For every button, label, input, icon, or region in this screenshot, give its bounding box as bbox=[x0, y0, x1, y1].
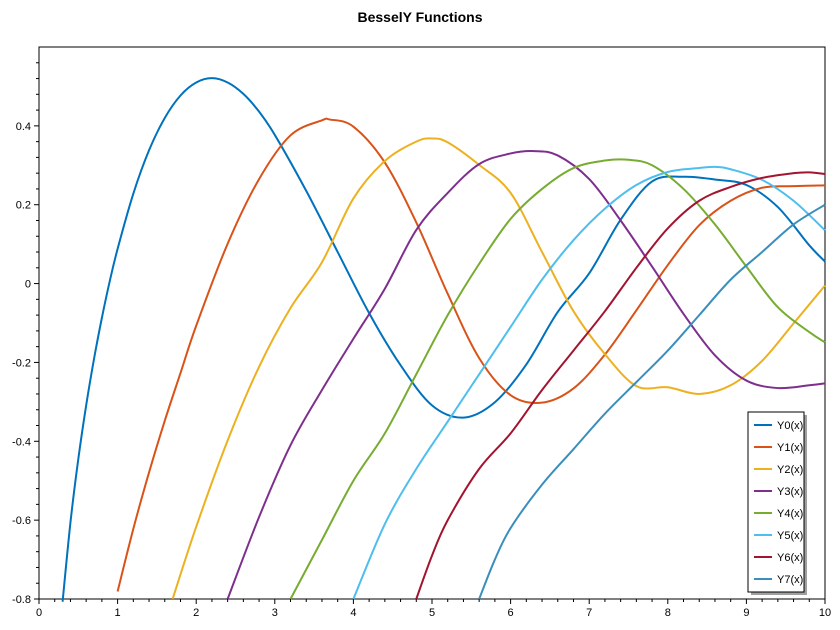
legend-label: Y6(x) bbox=[777, 552, 803, 564]
chart-title: BesselY Functions bbox=[357, 9, 483, 25]
y-tick-label: -0.8 bbox=[12, 594, 31, 606]
y-tick-label: 0.4 bbox=[16, 121, 31, 133]
x-tick-label: 7 bbox=[586, 607, 592, 619]
series-line-0 bbox=[61, 77, 826, 602]
series-line-7 bbox=[478, 203, 826, 600]
x-tick-label: 6 bbox=[508, 607, 514, 619]
x-tick-label: 8 bbox=[665, 607, 671, 619]
y-tick-label: -0.6 bbox=[12, 515, 31, 527]
legend-label: Y3(x) bbox=[777, 486, 803, 498]
legend-box bbox=[747, 411, 805, 593]
legend-label: Y0(x) bbox=[777, 420, 803, 432]
y-tick-label: -0.2 bbox=[12, 357, 31, 369]
legend-label: Y7(x) bbox=[777, 574, 803, 586]
x-tick-label: 5 bbox=[429, 607, 435, 619]
legend-label: Y1(x) bbox=[777, 442, 803, 454]
legend-label: Y5(x) bbox=[777, 530, 803, 542]
x-tick-label: 4 bbox=[350, 607, 356, 619]
x-tick-label: 1 bbox=[115, 607, 121, 619]
plot-frame bbox=[38, 46, 826, 600]
series-line-3 bbox=[226, 150, 826, 600]
series-line-6 bbox=[415, 171, 826, 600]
series-line-1 bbox=[116, 117, 826, 592]
x-tick-label: 0 bbox=[36, 607, 42, 619]
series-line-5 bbox=[352, 165, 826, 600]
y-tick-label: 0 bbox=[25, 279, 31, 291]
x-tick-label: 10 bbox=[819, 607, 831, 619]
x-tick-label: 2 bbox=[193, 607, 199, 619]
y-tick-label: -0.4 bbox=[12, 436, 31, 448]
legend-label: Y2(x) bbox=[777, 464, 803, 476]
y-tick-label: 0.2 bbox=[16, 200, 31, 212]
legend-label: Y4(x) bbox=[777, 508, 803, 520]
x-tick-label: 9 bbox=[743, 607, 749, 619]
series-line-2 bbox=[171, 137, 826, 600]
x-tick-label: 3 bbox=[272, 607, 278, 619]
